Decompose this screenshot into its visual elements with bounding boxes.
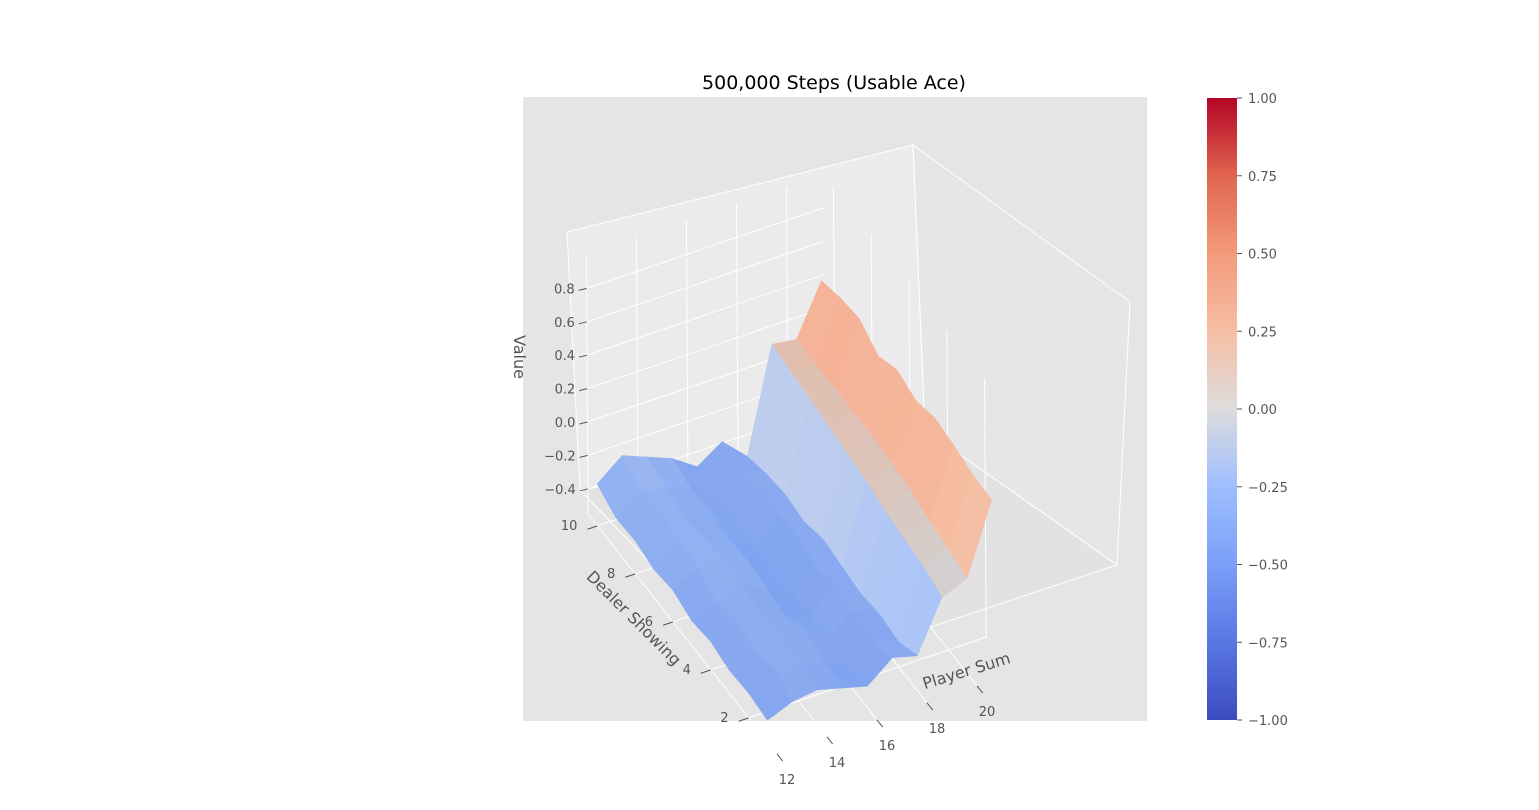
z-tick-label: 0.6 bbox=[554, 316, 575, 331]
x-tick bbox=[976, 685, 984, 694]
x-tick-label: 12 bbox=[779, 773, 796, 788]
y-tick bbox=[587, 525, 598, 530]
z-gridline bbox=[586, 273, 825, 356]
colorbar-tick-label: 1.00 bbox=[1248, 92, 1277, 107]
z-tick bbox=[579, 488, 588, 492]
z-tick bbox=[579, 454, 588, 458]
colorbar-tick-label: −1.00 bbox=[1248, 714, 1288, 729]
value-surface bbox=[596, 280, 992, 721]
y-tick bbox=[738, 717, 749, 722]
x-tick-label: 18 bbox=[929, 722, 946, 737]
y-tick bbox=[625, 573, 636, 578]
x-tick-label: 14 bbox=[829, 756, 846, 771]
z-tick bbox=[579, 421, 588, 425]
x-tick bbox=[776, 753, 784, 762]
colorbar-tick-label: −0.50 bbox=[1248, 559, 1288, 574]
x-tick-label: 20 bbox=[979, 705, 996, 720]
x-tick bbox=[926, 702, 934, 711]
y-tick-label: 8 bbox=[607, 567, 615, 582]
y-tick bbox=[662, 621, 674, 626]
y-tick bbox=[700, 669, 712, 674]
axis-ticks bbox=[578, 287, 984, 762]
z-tick-label: 0.8 bbox=[554, 282, 575, 297]
colorbar-tick-label: 0.50 bbox=[1248, 248, 1277, 263]
z-tick-label: 0.4 bbox=[554, 349, 575, 364]
x-gridline bbox=[585, 254, 778, 755]
z-gridline bbox=[586, 207, 825, 289]
chart-title: 500,000 Steps (Usable Ace) bbox=[702, 72, 966, 94]
y-tick-labels: 2 4 6 8 10 bbox=[561, 519, 729, 726]
y-gridline bbox=[748, 378, 987, 719]
x-tick bbox=[876, 719, 884, 728]
z-tick bbox=[578, 321, 587, 325]
colorbar-tick-label: −0.25 bbox=[1248, 481, 1288, 496]
z-tick-label: −0.4 bbox=[544, 483, 576, 498]
y-tick-label: 10 bbox=[561, 519, 578, 534]
z-axis-label: Value bbox=[510, 335, 529, 379]
colorbar-tick-label: 0.00 bbox=[1248, 403, 1277, 418]
colorbar-tick-label: 0.75 bbox=[1248, 170, 1277, 185]
z-tick bbox=[578, 287, 587, 291]
x-tick-labels: 12 14 16 18 20 bbox=[779, 705, 996, 788]
y-tick-label: 4 bbox=[683, 663, 691, 678]
y-tick-label: 2 bbox=[720, 711, 728, 726]
z-tick-label: 0.0 bbox=[555, 416, 576, 431]
y-tick-label: 6 bbox=[645, 615, 653, 630]
colorbar-ticks: 1.00 0.75 0.50 0.25 0.00 −0.25 −0.50 −0.75 −1.00 bbox=[1237, 92, 1288, 729]
z-gridline bbox=[586, 240, 825, 323]
z-tick bbox=[578, 354, 588, 358]
z-tick-label: 0.2 bbox=[555, 383, 576, 398]
colorbar-tick-label: 0.25 bbox=[1248, 325, 1277, 340]
z-tick-labels: −0.4 −0.2 0.0 0.2 0.4 0.6 0.8 bbox=[544, 282, 576, 497]
z-tick bbox=[579, 388, 588, 392]
x-tick-label: 16 bbox=[879, 739, 896, 754]
x-tick bbox=[826, 736, 834, 745]
colorbar-tick-label: −0.75 bbox=[1248, 636, 1288, 651]
surface-patch bbox=[748, 667, 793, 721]
z-gridline bbox=[587, 307, 825, 390]
colorbar bbox=[1207, 98, 1237, 720]
z-tick-label: −0.2 bbox=[544, 449, 576, 464]
